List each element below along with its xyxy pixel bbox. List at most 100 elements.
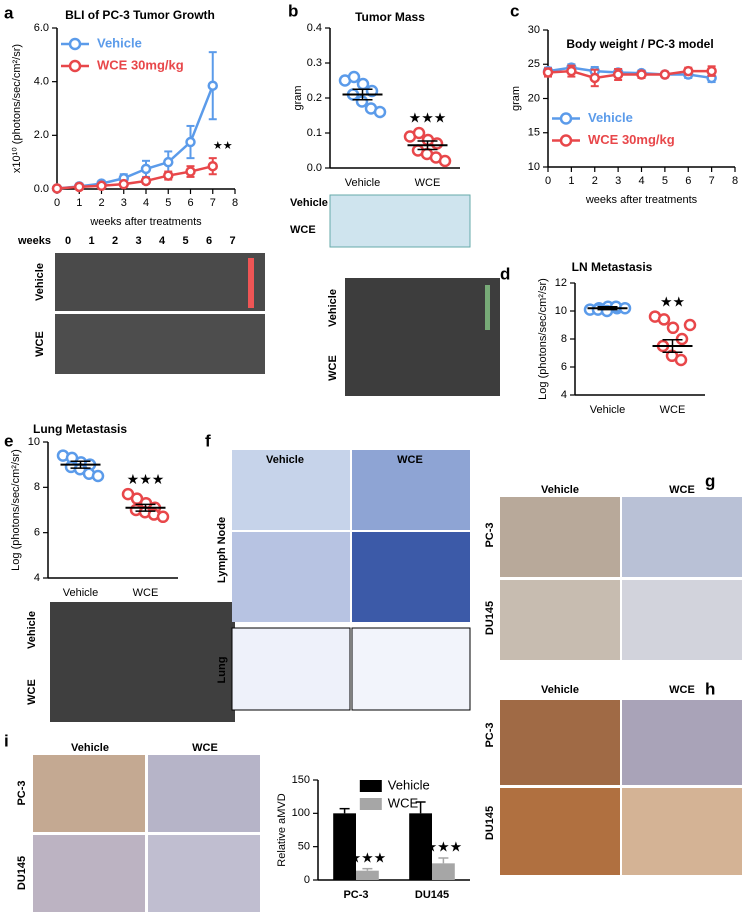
image-label: WCE [192, 742, 218, 754]
data-point [706, 65, 717, 77]
legend-label: WCE 30mg/kg [97, 57, 184, 72]
x-tick-label: 2 [592, 175, 598, 187]
image-label: DU145 [16, 856, 28, 890]
x-tick-label: 3 [615, 175, 621, 187]
image-label: 6 [206, 235, 212, 247]
ihc [33, 755, 145, 832]
x-tick-label: 1 [76, 197, 82, 209]
image-label: DU145 [484, 601, 496, 635]
x-tick-label: 6 [685, 175, 691, 187]
data-point [612, 69, 624, 80]
image-label: 4 [159, 235, 166, 247]
panel-letter: g [705, 471, 715, 490]
y-tick-label: 10 [28, 436, 40, 448]
data-point [356, 77, 370, 91]
data-point [51, 183, 63, 194]
panel-letter: f [205, 431, 211, 450]
y-tick-label: 0.0 [34, 183, 49, 195]
image-label: Lymph Node [216, 517, 228, 583]
image-label: WCE [327, 355, 339, 381]
x-tick-label: 1 [568, 175, 574, 187]
data-point [636, 69, 647, 80]
data-point [674, 353, 688, 367]
ihc [622, 788, 742, 875]
y-tick-label: 2.0 [34, 129, 49, 141]
x-tick-label: 2 [98, 197, 104, 209]
image-label: 5 [182, 235, 188, 247]
y-tick-label: 20 [528, 92, 540, 104]
significance: ★★ [213, 140, 233, 152]
y-tick-label: 25 [528, 58, 540, 70]
data-point [207, 160, 218, 172]
chart-title: LN Metastasis [572, 260, 653, 274]
x-tick-label: WCE [660, 404, 686, 416]
x-tick-label: 0 [545, 175, 551, 187]
data-point [91, 469, 105, 483]
significance: ★★ [660, 293, 685, 309]
data-point [163, 156, 174, 168]
ihc [148, 755, 260, 832]
x-tick-label: 4 [638, 175, 644, 187]
data-point [156, 510, 170, 524]
x-tick-label: 6 [187, 197, 193, 209]
legend-marker [559, 112, 573, 125]
image-label: PC-3 [484, 522, 496, 547]
x-tick-label: 4 [143, 197, 149, 209]
bar [356, 870, 379, 880]
x-tick-label: Vehicle [345, 177, 380, 189]
ihc [622, 497, 742, 577]
data-point [185, 166, 196, 177]
histology [232, 532, 350, 622]
data-point [163, 170, 174, 181]
y-tick-label: 0.3 [307, 57, 322, 69]
data-point [185, 136, 196, 148]
histology [352, 450, 470, 530]
y-tick-label: 6 [34, 527, 40, 539]
image-label: WCE [669, 484, 695, 496]
bar [409, 813, 432, 880]
bar [333, 813, 356, 880]
data-point [140, 175, 152, 187]
x-tick-label: 5 [662, 175, 668, 187]
significance: ★★★ [127, 471, 165, 487]
y-tick-label: 8 [34, 481, 40, 493]
data-point [542, 67, 554, 78]
ihc [500, 700, 620, 785]
tumor-photo [329, 194, 471, 248]
image-blocks [33, 194, 742, 912]
ihc [500, 497, 620, 577]
panel-letter: c [510, 1, 519, 20]
x-tick-label: 5 [165, 197, 171, 209]
ln-image [345, 278, 500, 396]
legend-swatch [359, 780, 382, 792]
x-tick-label: Vehicle [590, 404, 625, 416]
lung-image [50, 602, 235, 722]
data-point [140, 163, 152, 175]
y-tick-label: 0.2 [307, 92, 322, 104]
data-point [683, 318, 697, 332]
ihc [33, 835, 145, 912]
color-bar [248, 258, 254, 308]
y-axis-label: gram [510, 86, 522, 111]
y-tick-label: 0.1 [307, 127, 322, 139]
image-label: WCE [397, 454, 423, 466]
y-axis-label: Relative aMVD [276, 793, 288, 866]
y-tick-label: 0.0 [307, 162, 322, 174]
x-tick-label: 8 [732, 175, 738, 187]
histology [352, 532, 470, 622]
panel-letter: b [288, 1, 298, 20]
data-point [589, 72, 600, 84]
y-tick-label: 0 [304, 874, 310, 886]
significance: ★★★ [349, 849, 387, 865]
x-tick-label: 7 [709, 175, 715, 187]
image-label: Vehicle [290, 197, 328, 209]
image-label: DU145 [484, 806, 496, 840]
data-point [118, 178, 129, 190]
y-tick-label: 12 [555, 277, 567, 289]
image-label: 1 [88, 235, 94, 247]
image-label: Vehicle [327, 289, 339, 327]
x-axis-label: weeks after treatments [585, 194, 698, 206]
data-point [412, 126, 426, 140]
image-label: WCE [34, 331, 46, 357]
